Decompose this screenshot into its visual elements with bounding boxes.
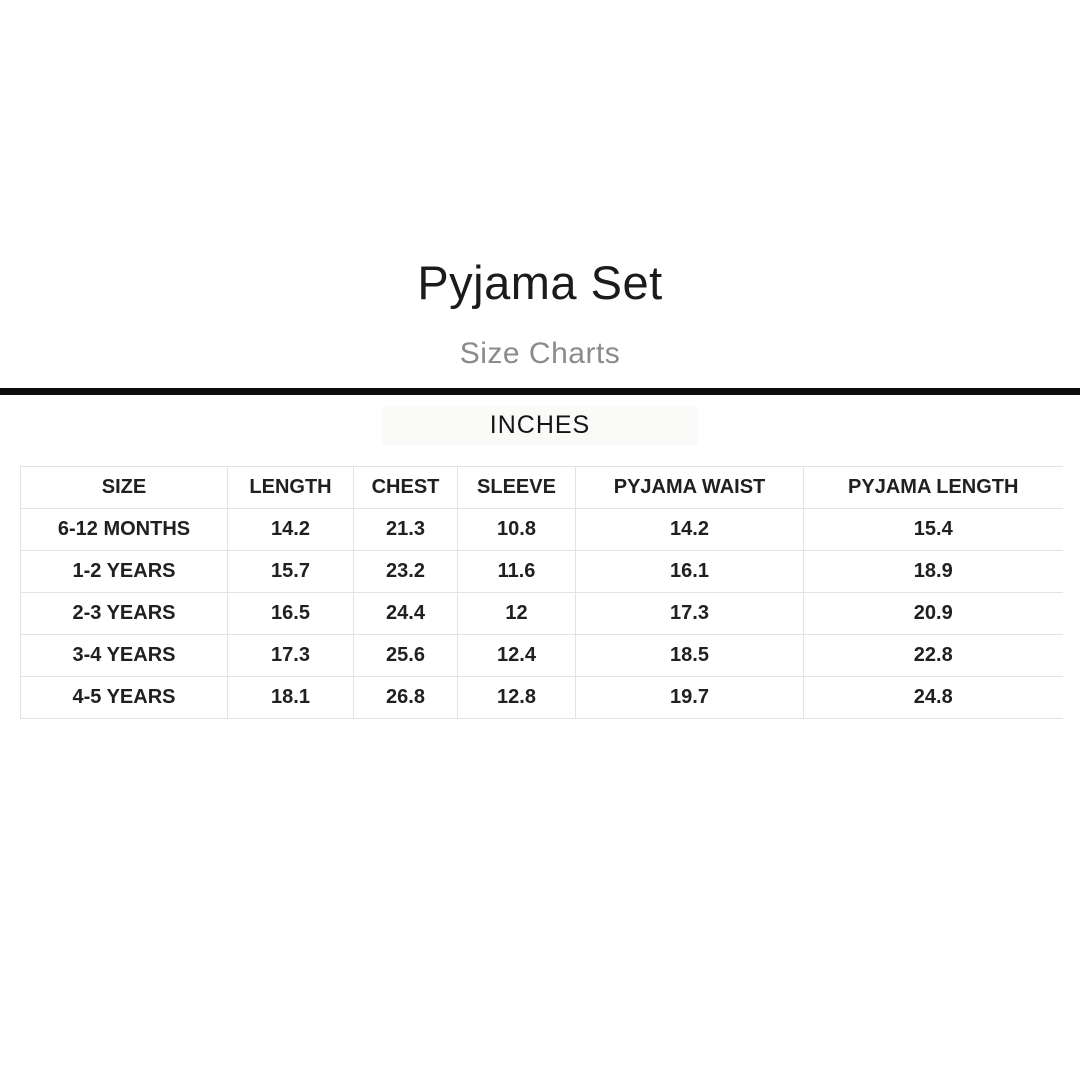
- size-chart-table-wrap: SIZE LENGTH CHEST SLEEVE PYJAMA WAIST PY…: [20, 466, 1063, 719]
- table-cell: 12: [457, 592, 576, 635]
- page-subtitle: Size Charts: [459, 337, 621, 370]
- table-cell: 16.5: [227, 592, 354, 635]
- table-row-6-12-months: 6-12 MONTHS 14.2 21.3 10.8 14.2 15.4: [20, 508, 1063, 551]
- row-label: 1-2 YEARS: [20, 550, 228, 593]
- table-cell: 12.4: [457, 634, 576, 677]
- page-title: Pyjama Set: [417, 256, 663, 309]
- table-cell: 16.1: [575, 550, 804, 593]
- table-cell: 11.6: [457, 550, 576, 593]
- table-cell: 18.1: [227, 676, 354, 719]
- row-label: 2-3 YEARS: [20, 592, 228, 635]
- table-cell: 15.4: [803, 508, 1063, 551]
- table-cell: 24.4: [353, 592, 458, 635]
- table-cell: 18.9: [803, 550, 1063, 593]
- table-cell: 12.8: [457, 676, 576, 719]
- table-row-4-5-years: 4-5 YEARS 18.1 26.8 12.8 19.7 24.8: [20, 676, 1063, 719]
- table-cell: 14.2: [227, 508, 354, 551]
- table-cell: 23.2: [353, 550, 458, 593]
- table-cell: 14.2: [575, 508, 804, 551]
- unit-label: INCHES: [382, 406, 698, 445]
- row-label: 4-5 YEARS: [20, 676, 228, 719]
- table-cell: 24.8: [803, 676, 1063, 719]
- size-chart-table: SIZE LENGTH CHEST SLEEVE PYJAMA WAIST PY…: [20, 466, 1063, 719]
- column-header-pyjama-waist: PYJAMA WAIST: [575, 466, 804, 509]
- row-label: 6-12 MONTHS: [20, 508, 228, 551]
- column-header-chest: CHEST: [353, 466, 458, 509]
- table-cell: 17.3: [575, 592, 804, 635]
- table-row-1-2-years: 1-2 YEARS 15.7 23.2 11.6 16.1 18.9: [20, 550, 1063, 593]
- column-header-sleeve: SLEEVE: [457, 466, 576, 509]
- table-cell: 22.8: [803, 634, 1063, 677]
- column-header-size: SIZE: [20, 466, 228, 509]
- table-row-3-4-years: 3-4 YEARS 17.3 25.6 12.4 18.5 22.8: [20, 634, 1063, 677]
- table-cell: 25.6: [353, 634, 458, 677]
- column-header-pyjama-length: PYJAMA LENGTH: [803, 466, 1063, 509]
- table-cell: 19.7: [575, 676, 804, 719]
- table-row-2-3-years: 2-3 YEARS 16.5 24.4 12 17.3 20.9: [20, 592, 1063, 635]
- table-cell: 17.3: [227, 634, 354, 677]
- table-cell: 20.9: [803, 592, 1063, 635]
- table-cell: 26.8: [353, 676, 458, 719]
- column-header-length: LENGTH: [227, 466, 354, 509]
- table-cell: 18.5: [575, 634, 804, 677]
- table-cell: 15.7: [227, 550, 354, 593]
- table-cell: 10.8: [457, 508, 576, 551]
- header-row: SIZE LENGTH CHEST SLEEVE PYJAMA WAIST PY…: [20, 466, 1063, 509]
- row-label: 3-4 YEARS: [20, 634, 228, 677]
- section-divider: [0, 388, 1080, 395]
- table-cell: 21.3: [353, 508, 458, 551]
